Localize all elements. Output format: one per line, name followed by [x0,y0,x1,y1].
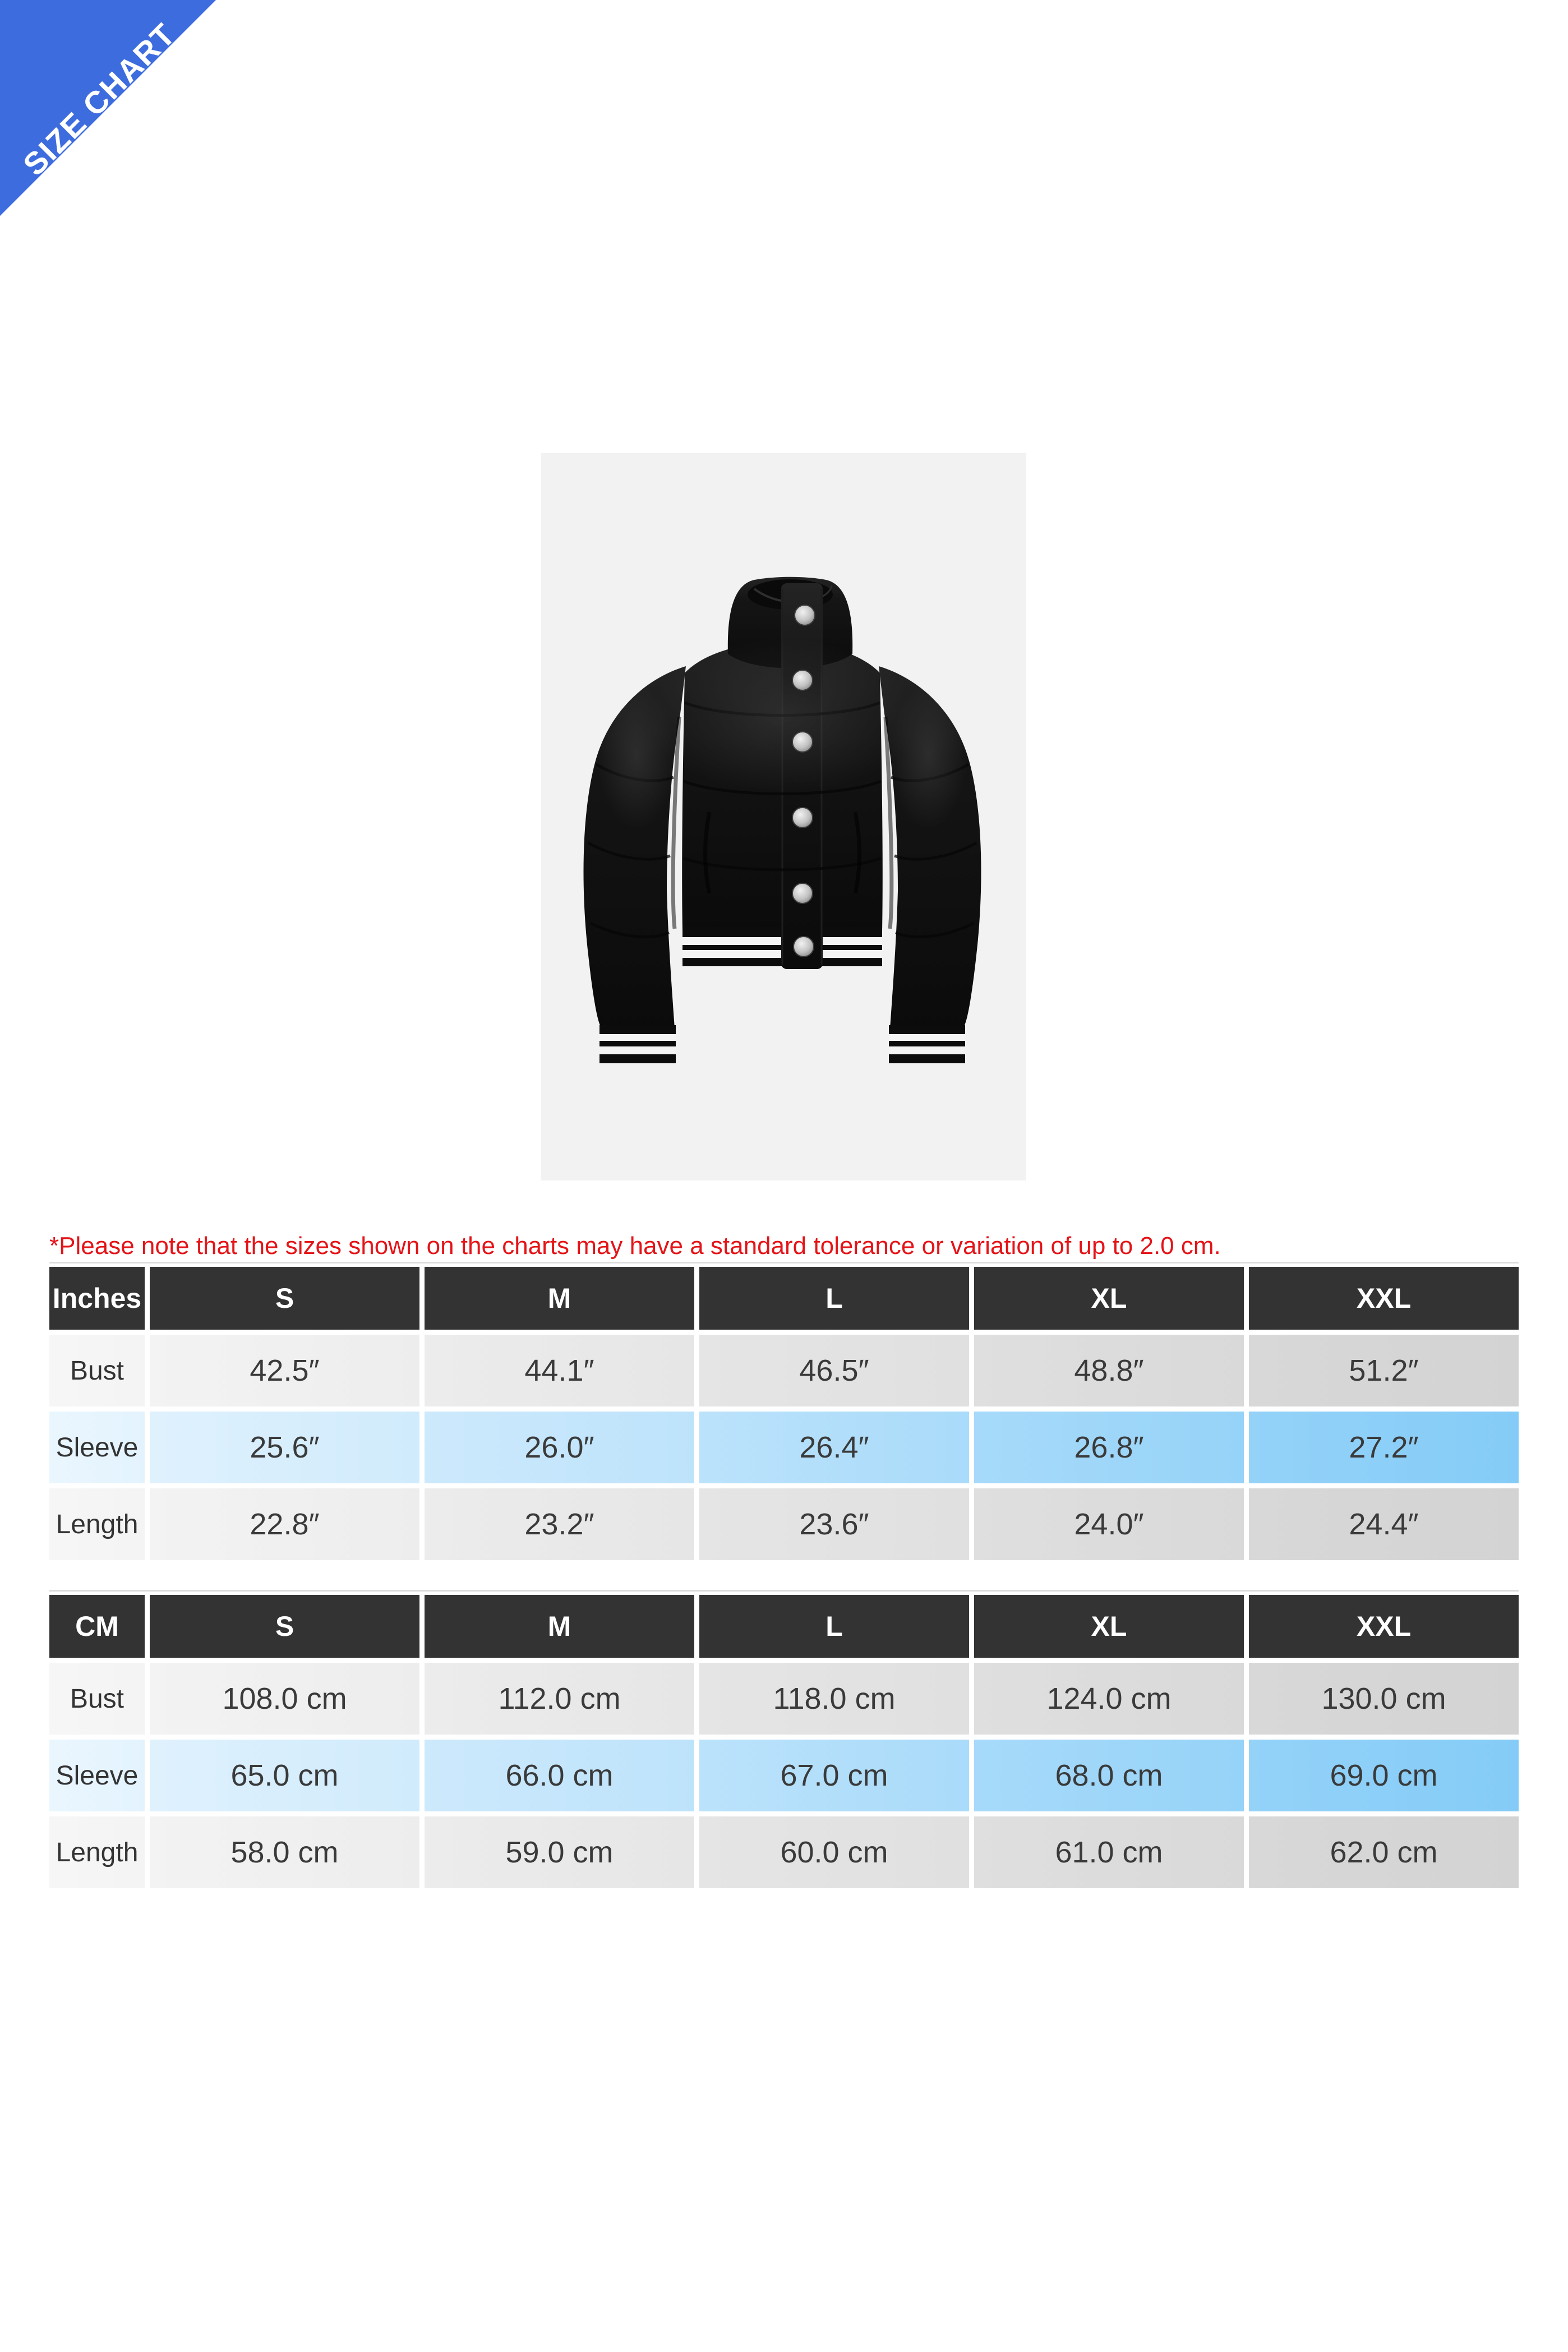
cell-bust-l: 118.0 cm [699,1663,969,1735]
cell-length-xxl: 24.4″ [1249,1488,1519,1560]
cell-sleeve-xl: 68.0 cm [974,1740,1244,1811]
header-cell-s: S [150,1267,419,1330]
header-cell-m: M [425,1595,694,1658]
cell-length-s: 58.0 cm [150,1816,419,1888]
size-tables: Inches S M L XL XXL Bust 42.5″ 44.1″ 46.5″ 48.8″ 51… [49,1262,1519,1888]
header-cell-l: L [699,1267,969,1330]
cell-length-xxl: 62.0 cm [1249,1816,1519,1888]
table-top-border [49,1262,1519,1263]
cell-length-l: 60.0 cm [699,1816,969,1888]
cell-length-xl: 61.0 cm [974,1816,1244,1888]
cell-bust-xxl: 51.2″ [1249,1335,1519,1406]
header-cell-m: M [425,1267,694,1330]
size-grid-cm: CM S M L XL XXL Bust 108.0 cm 112.0 cm 118.0 cm 12… [49,1595,1519,1888]
cell-sleeve-xl: 26.8″ [974,1412,1244,1483]
header-cell-unit-inches: Inches [49,1267,145,1330]
cell-bust-s: 42.5″ [150,1335,419,1406]
row-label-bust: Bust [49,1335,145,1406]
cell-sleeve-xxl: 69.0 cm [1249,1740,1519,1811]
header-cell-xl: XL [974,1595,1244,1658]
jacket-snap-buttons [792,605,815,957]
cell-length-xl: 24.0″ [974,1488,1244,1560]
cell-bust-s: 108.0 cm [150,1663,419,1735]
cell-sleeve-s: 25.6″ [150,1412,419,1483]
jacket-sheen [648,638,917,795]
cell-sleeve-s: 65.0 cm [150,1740,419,1811]
row-label-sleeve: Sleeve [49,1412,145,1483]
cell-sleeve-l: 67.0 cm [699,1740,969,1811]
jacket-cuffs [599,1025,965,1063]
size-table-cm: CM S M L XL XXL Bust 108.0 cm 112.0 cm 118.0 cm 12… [49,1590,1519,1888]
size-grid-inches: Inches S M L XL XXL Bust 42.5″ 44.1″ 46.5″ 48.8″ 51… [49,1267,1519,1560]
size-table-inches: Inches S M L XL XXL Bust 42.5″ 44.1″ 46.5″ 48.8″ 51… [49,1262,1519,1560]
tolerance-note: *Please note that the sizes shown on the… [49,1232,1221,1260]
cell-bust-xl: 124.0 cm [974,1663,1244,1735]
header-cell-s: S [150,1595,419,1658]
product-photo [541,453,1026,1180]
row-label-length: Length [49,1488,145,1560]
header-cell-xl: XL [974,1267,1244,1330]
size-chart-ribbon: SIZE CHART [0,0,216,216]
header-cell-xxl: XXL [1249,1267,1519,1330]
cell-bust-xxl: 130.0 cm [1249,1663,1519,1735]
cell-sleeve-m: 66.0 cm [425,1740,694,1811]
cell-length-m: 23.2″ [425,1488,694,1560]
cell-sleeve-m: 26.0″ [425,1412,694,1483]
cell-bust-xl: 48.8″ [974,1335,1244,1406]
ribbon-triangle [0,0,216,216]
cell-bust-m: 112.0 cm [425,1663,694,1735]
cell-bust-m: 44.1″ [425,1335,694,1406]
row-label-bust: Bust [49,1663,145,1735]
table-top-border [49,1590,1519,1592]
cell-sleeve-xxl: 27.2″ [1249,1412,1519,1483]
cell-length-s: 22.8″ [150,1488,419,1560]
header-cell-unit-cm: CM [49,1595,145,1658]
cell-bust-l: 46.5″ [699,1335,969,1406]
cell-length-m: 59.0 cm [425,1816,694,1888]
header-cell-l: L [699,1595,969,1658]
cell-sleeve-l: 26.4″ [699,1412,969,1483]
jacket-sheen-right [889,683,967,829]
row-label-sleeve: Sleeve [49,1740,145,1811]
header-cell-xxl: XXL [1249,1595,1519,1658]
jacket-sheen-left [597,683,676,829]
row-label-length: Length [49,1816,145,1888]
cell-length-l: 23.6″ [699,1488,969,1560]
puffer-jacket-illustration [583,577,981,1063]
